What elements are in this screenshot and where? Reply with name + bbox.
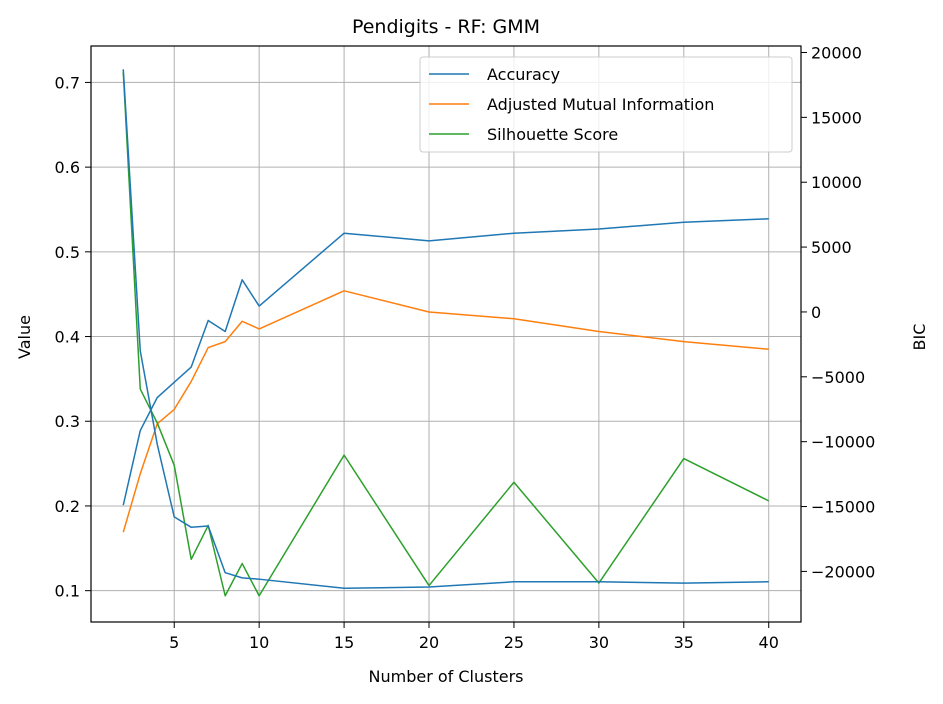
legend-label-silhouette: Silhouette Score (487, 125, 618, 144)
y2-tick-label: −10000 (811, 433, 875, 452)
y2-tick-label: −5000 (811, 368, 865, 387)
x-tick-label: 40 (759, 633, 779, 652)
x-tick-label: 20 (419, 633, 439, 652)
x-axis-label: Number of Clusters (369, 667, 524, 686)
y2-tick-label: 10000 (811, 173, 862, 192)
y-tick-label: 0.6 (55, 158, 80, 177)
legend-label-ami: Adjusted Mutual Information (487, 95, 714, 114)
accuracy-line (122, 218, 769, 506)
y-tick-label: 0.3 (55, 412, 80, 431)
plot-frame (90, 45, 802, 623)
y-tick-label: 0.5 (55, 243, 80, 262)
y2-tick-label: 0 (811, 303, 821, 322)
y-tick-label: 0.2 (55, 497, 80, 516)
legend-box (419, 56, 793, 153)
x-axis-ticks: 5 10 15 20 25 30 35 40 (169, 622, 779, 652)
y2-tick-label: 15000 (811, 108, 862, 127)
y2-axis-label: BIC (910, 324, 929, 351)
legend-label-accuracy: Accuracy (487, 65, 560, 84)
bic-line (122, 69, 769, 590)
x-tick-label: 15 (334, 633, 354, 652)
y-axis-ticks: 0.1 0.2 0.3 0.4 0.5 0.6 0.7 (55, 73, 91, 601)
y2-tick-label: −20000 (811, 562, 875, 581)
legend: Accuracy Adjusted Mutual Information Sil… (419, 56, 793, 153)
x-tick-label: 30 (589, 633, 609, 652)
y2-tick-label: 5000 (811, 238, 852, 257)
y-tick-label: 0.7 (55, 73, 80, 92)
x-tick-label: 35 (674, 633, 694, 652)
silhouette-line (122, 72, 770, 597)
x-tick-label: 10 (249, 633, 269, 652)
series-lines (122, 69, 770, 597)
ami-line (122, 290, 769, 533)
y2-tick-label: 20000 (811, 43, 862, 62)
x-tick-label: 5 (169, 633, 179, 652)
y-tick-label: 0.1 (55, 582, 80, 601)
chart-title: Pendigits - RF: GMM (352, 16, 540, 38)
y2-axis-ticks: −20000 −15000 −10000 −5000 0 5000 10000 15000 20… (801, 43, 875, 581)
x-tick-label: 25 (504, 633, 524, 652)
y-tick-label: 0.4 (55, 328, 80, 347)
y-axis-label: Value (15, 315, 34, 359)
y2-tick-label: −15000 (811, 498, 875, 517)
